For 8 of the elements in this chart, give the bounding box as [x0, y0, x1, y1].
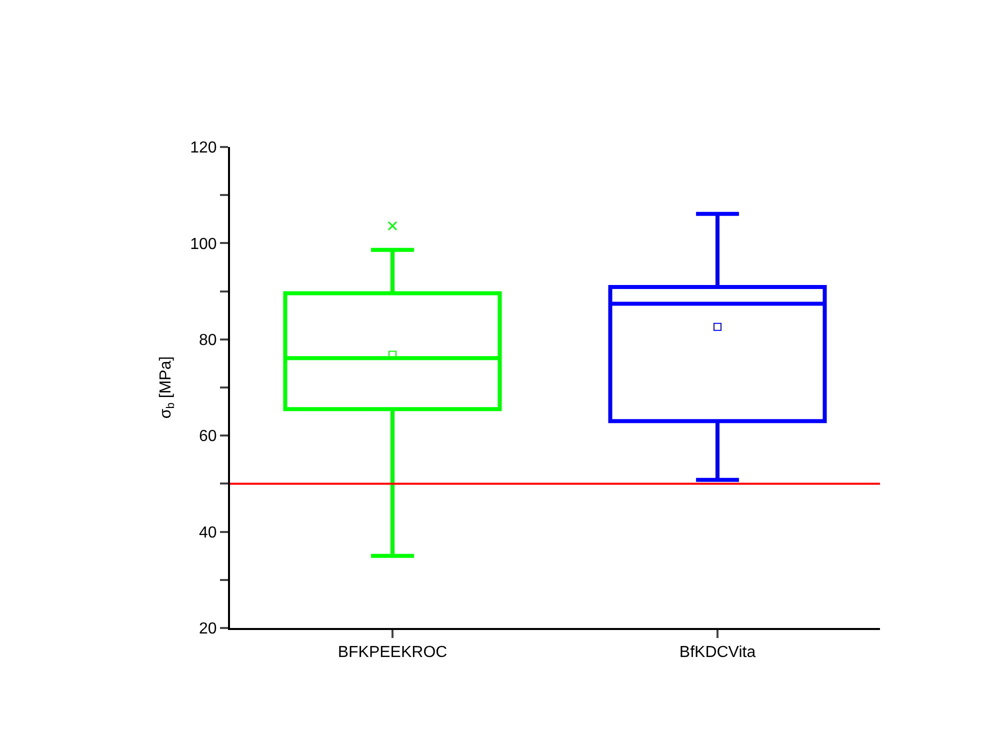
y-tick-label: 40: [199, 524, 217, 542]
y-tick-label: 20: [199, 620, 217, 638]
y-tick-label: 60: [199, 428, 217, 446]
x-tick-label: BfKDCVita: [679, 644, 756, 662]
y-tick-label: 100: [190, 236, 217, 253]
x-tick-label: BFKPEEKROC: [338, 644, 448, 662]
y-tick-label: 80: [199, 332, 217, 349]
y-tick-label: 120: [190, 140, 217, 157]
